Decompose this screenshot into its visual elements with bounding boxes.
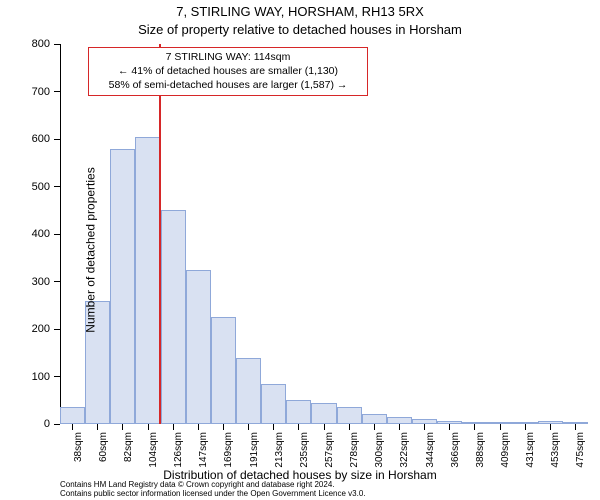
annotation-box: 7 STIRLING WAY: 114sqm← 41% of detached … — [88, 47, 368, 96]
histogram-bar — [311, 403, 336, 424]
xtick — [72, 424, 73, 430]
ytick-label: 400 — [32, 228, 50, 240]
ytick-label: 300 — [32, 276, 50, 288]
xtick — [298, 424, 299, 430]
xtick — [122, 424, 123, 430]
xtick — [399, 424, 400, 430]
xtick — [550, 424, 551, 430]
ytick — [54, 281, 60, 282]
histogram-bar — [337, 407, 362, 424]
histogram-bar — [110, 149, 135, 425]
ytick — [54, 186, 60, 187]
histogram-bar — [161, 210, 186, 424]
ytick-label: 600 — [32, 133, 50, 145]
ytick — [54, 139, 60, 140]
histogram-bar — [362, 414, 387, 424]
ytick — [54, 44, 60, 45]
chart-title-line1: 7, STIRLING WAY, HORSHAM, RH13 5RX — [0, 4, 600, 19]
xtick — [173, 424, 174, 430]
ytick — [54, 376, 60, 377]
ytick — [54, 234, 60, 235]
annotation-line2: ← 41% of detached houses are smaller (1,… — [95, 64, 361, 78]
xtick — [575, 424, 576, 430]
xtick — [273, 424, 274, 430]
xtick — [474, 424, 475, 430]
footer-attribution: Contains HM Land Registry data © Crown c… — [60, 480, 590, 498]
ytick-label: 700 — [32, 86, 50, 98]
histogram-bar — [286, 400, 311, 424]
xtick — [324, 424, 325, 430]
xtick — [424, 424, 425, 430]
xtick — [97, 424, 98, 430]
y-axis-line — [60, 44, 61, 424]
plot-area: 010020030040050060070080038sqm60sqm82sqm… — [60, 44, 588, 424]
xtick — [449, 424, 450, 430]
xtick — [500, 424, 501, 430]
footer-line2: Contains public sector information licen… — [60, 489, 590, 498]
histogram-bar — [186, 270, 211, 424]
ytick-label: 0 — [44, 418, 50, 430]
xtick — [248, 424, 249, 430]
ytick-label: 800 — [32, 38, 50, 50]
histogram-bar — [211, 317, 236, 424]
histogram-bar — [135, 137, 160, 424]
annotation-line3: 58% of semi-detached houses are larger (… — [95, 78, 361, 92]
xtick — [223, 424, 224, 430]
xtick — [525, 424, 526, 430]
ytick-label: 500 — [32, 181, 50, 193]
annotation-line1: 7 STIRLING WAY: 114sqm — [95, 50, 361, 64]
ytick — [54, 91, 60, 92]
ytick — [54, 329, 60, 330]
footer-line1: Contains HM Land Registry data © Crown c… — [60, 480, 590, 489]
y-axis-label: Number of detached properties — [84, 167, 98, 332]
xtick — [349, 424, 350, 430]
histogram-bar — [387, 417, 412, 424]
property-marker-line — [159, 44, 161, 424]
xtick — [374, 424, 375, 430]
histogram-bar — [236, 358, 261, 425]
histogram-bar — [60, 407, 85, 424]
xtick — [198, 424, 199, 430]
ytick-label: 200 — [32, 323, 50, 335]
xtick — [148, 424, 149, 430]
ytick-label: 100 — [32, 371, 50, 383]
histogram-bar — [261, 384, 286, 424]
chart-title-line2: Size of property relative to detached ho… — [0, 22, 600, 37]
